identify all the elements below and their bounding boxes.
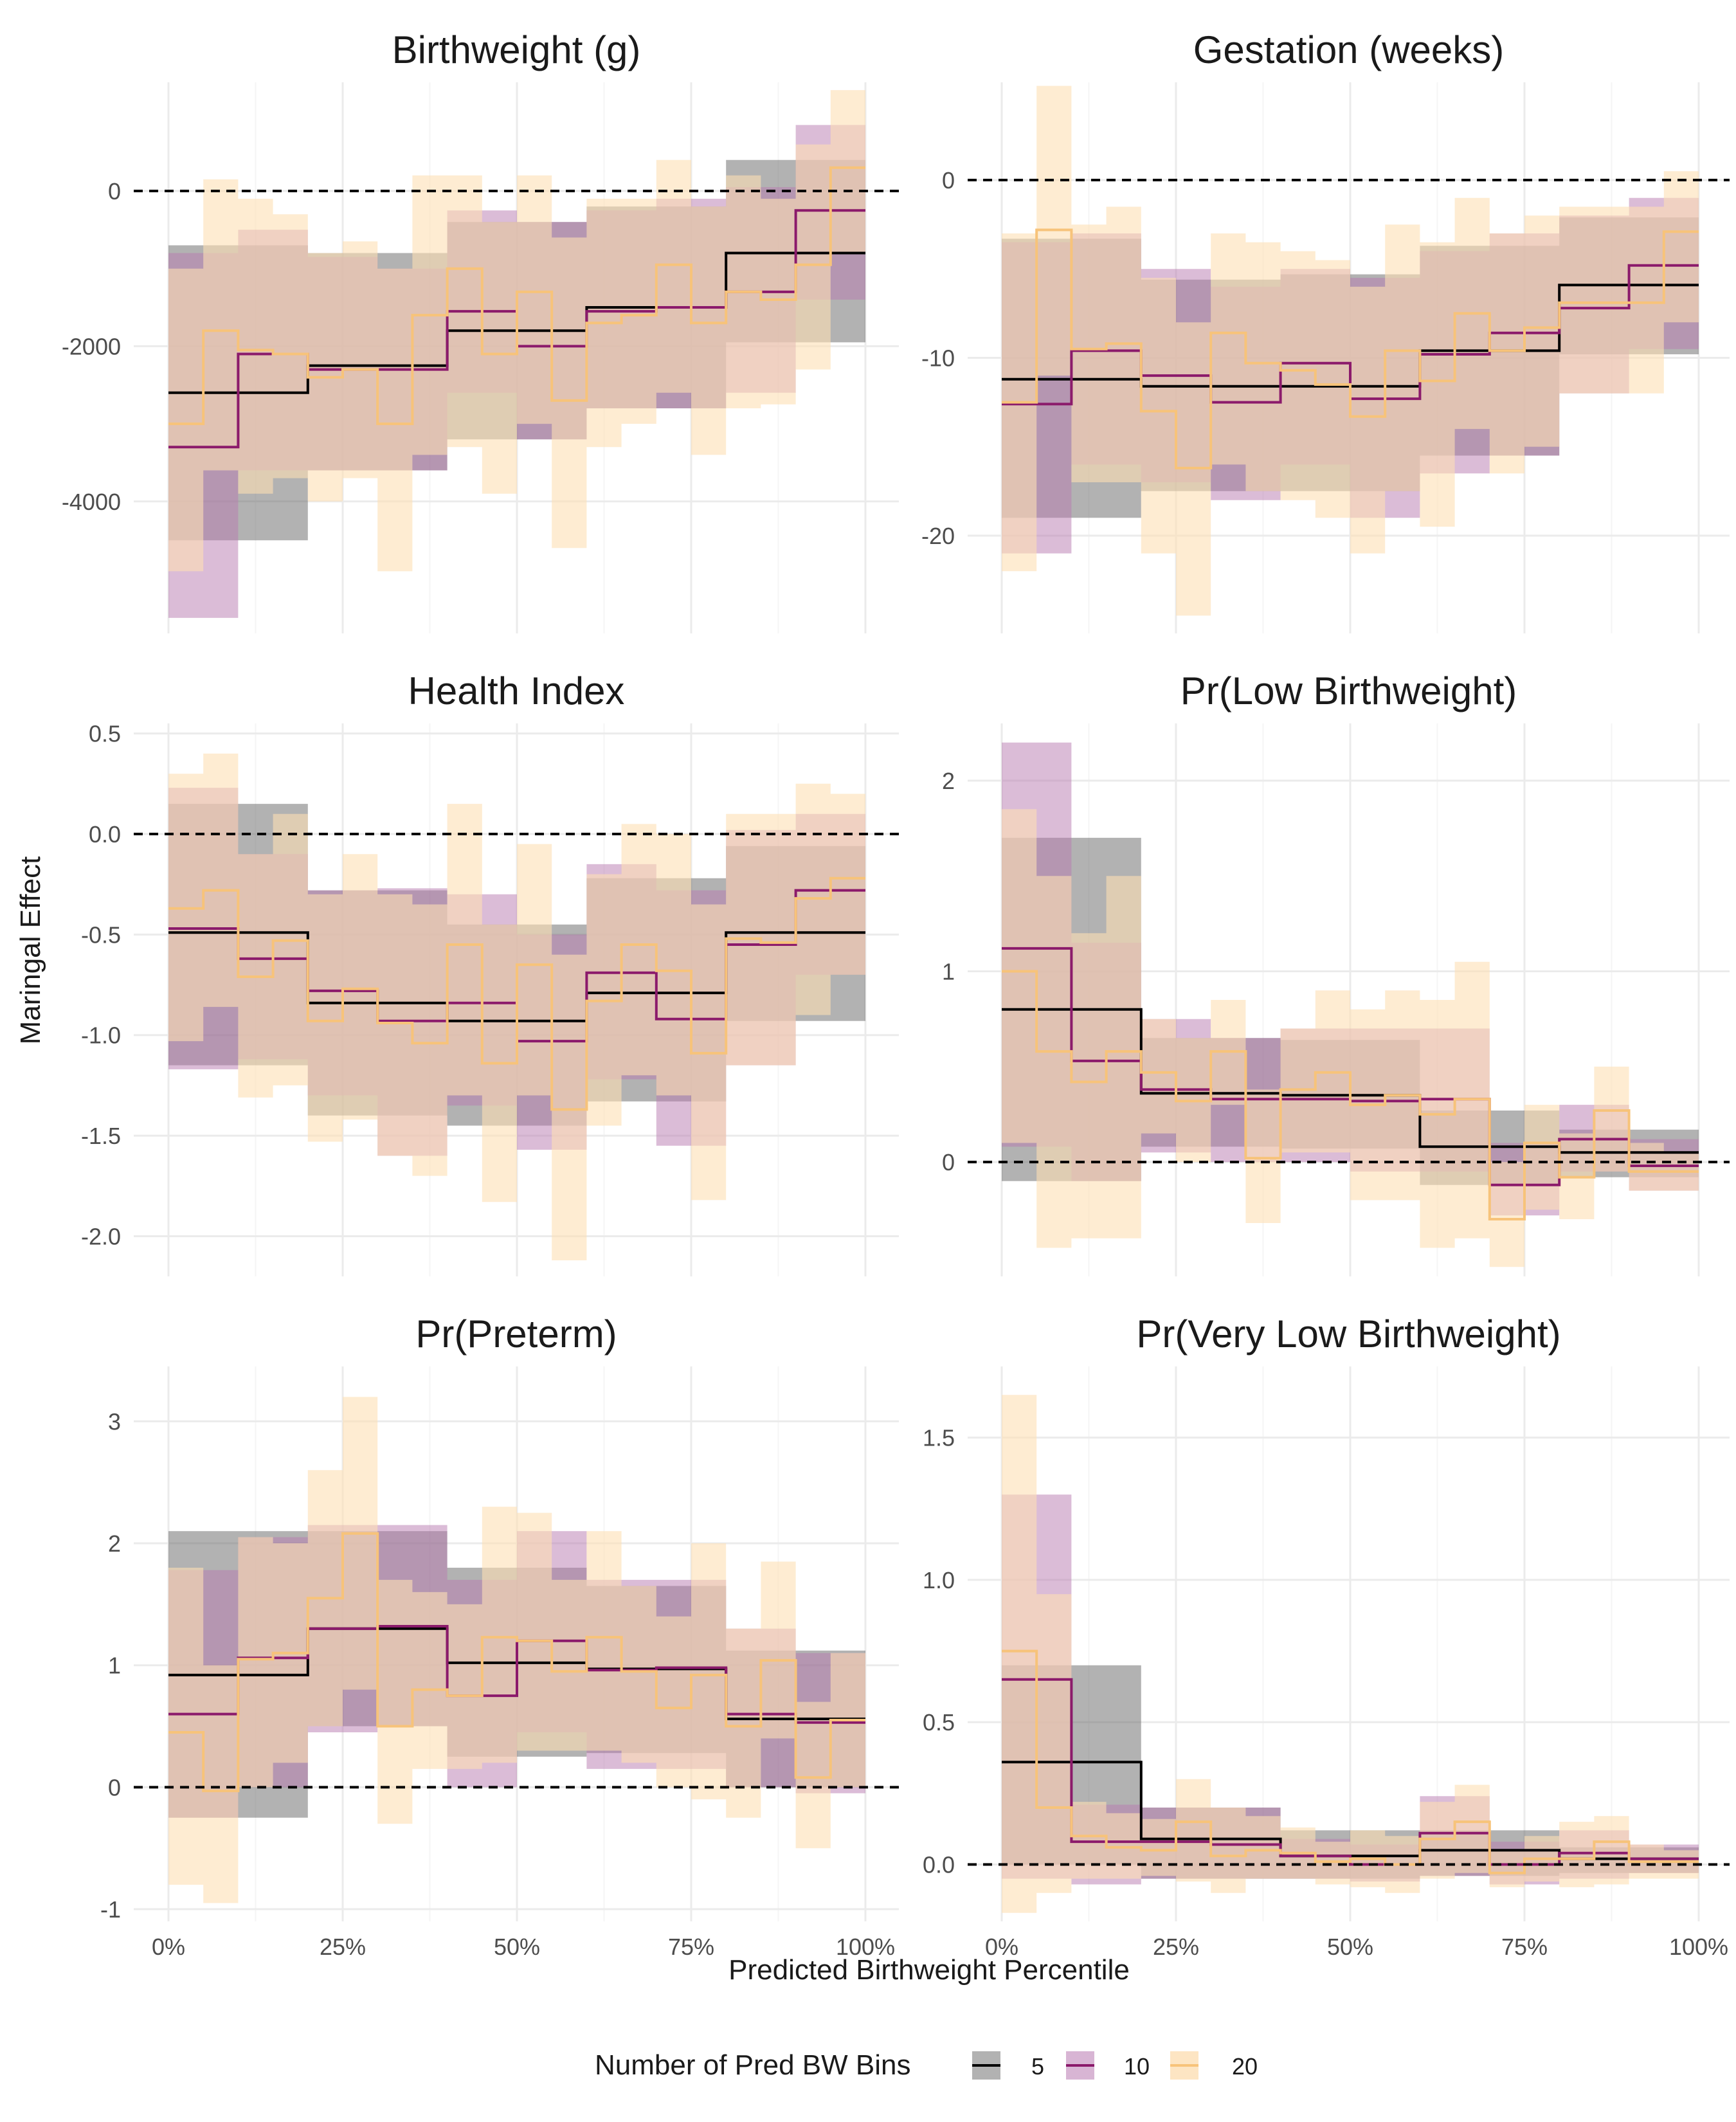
panel-title: Birthweight (g) xyxy=(392,28,641,71)
x-tick-label: 25% xyxy=(1153,1934,1199,1960)
x-tick-label: 50% xyxy=(494,1934,540,1960)
legend-item-5: 5 xyxy=(972,2051,1044,2080)
x-tick-label: 25% xyxy=(320,1934,366,1960)
x-tick-label: 100% xyxy=(836,1934,895,1960)
panel-3: Health Index 0.5 0.0 -0.5 -1.0 -1.5 -2.0 xyxy=(81,669,899,1276)
x-tick-label: 75% xyxy=(668,1934,714,1960)
ribbon-series-20 xyxy=(1002,86,1699,616)
lines xyxy=(1002,947,1699,1220)
lines xyxy=(168,876,865,1111)
x-tick-label: 75% xyxy=(1501,1934,1548,1960)
y-tick-label: -4000 xyxy=(62,489,121,515)
y-tick-label: -10 xyxy=(921,345,955,372)
line-series-20 xyxy=(168,1532,865,1793)
panel-2: Gestation (weeks) 0 -10 -20 xyxy=(921,28,1730,633)
y-tick-label: 0 xyxy=(108,1774,121,1800)
y-tick-label: -2.0 xyxy=(81,1223,121,1249)
y-tick-label: 0 xyxy=(108,178,121,204)
line-series-20 xyxy=(168,166,865,426)
x-tick-label: 0% xyxy=(152,1934,185,1960)
y-tick-label: 0 xyxy=(942,1149,955,1175)
panel-1: Birthweight (g) 0 -2000 -4000 xyxy=(62,28,899,633)
legend-label-10: 10 xyxy=(1124,2053,1150,2080)
lines xyxy=(168,166,865,449)
ribbon-series-20 xyxy=(1002,1395,1699,1913)
line-series-20 xyxy=(1002,228,1699,469)
y-tick-label: 0 xyxy=(942,167,955,194)
y-tick-label: 3 xyxy=(108,1408,121,1435)
y-tick-label: -0.5 xyxy=(81,921,121,948)
panel-5: Pr(Preterm) 3 2 1 0 -1 0% 25% 50% 75% 100% xyxy=(100,1312,899,1960)
y-tick-label: -2000 xyxy=(62,333,121,359)
x-tick-label: 50% xyxy=(1327,1934,1373,1960)
y-tick-label: 0.0 xyxy=(923,1851,955,1878)
lines xyxy=(1002,228,1699,469)
y-tick-label: 1.5 xyxy=(923,1425,955,1451)
legend-item-20: 20 xyxy=(1170,2051,1258,2080)
y-tick-label: -1 xyxy=(100,1896,121,1923)
legend-label-5: 5 xyxy=(1031,2053,1044,2080)
y-tick-label: 0.0 xyxy=(89,821,121,848)
panel-4: Pr(Low Birthweight) 2 1 0 xyxy=(942,669,1730,1276)
y-tick-label: 0.5 xyxy=(89,721,121,747)
line-series-20 xyxy=(1002,1649,1699,1874)
y-tick-label: 1 xyxy=(942,959,955,985)
y-axis-label: Maringal Effect xyxy=(15,857,46,1045)
legend-label-20: 20 xyxy=(1232,2053,1258,2080)
line-series-20 xyxy=(1002,970,1699,1220)
legend: Number of Pred BW Bins 5 10 20 xyxy=(595,2049,1258,2081)
panel-title: Health Index xyxy=(408,669,625,712)
y-tick-label: 2 xyxy=(108,1530,121,1557)
x-tick-label: 100% xyxy=(1669,1934,1728,1960)
lines xyxy=(168,1532,865,1793)
y-tick-label: 1.0 xyxy=(923,1567,955,1593)
line-series-10 xyxy=(1002,1678,1699,1866)
legend-title: Number of Pred BW Bins xyxy=(595,2049,911,2081)
line-series-20 xyxy=(168,876,865,1111)
x-axis-label: Predicted Birthweight Percentile xyxy=(728,1954,1130,1986)
panel-6: Pr(Very Low Birthweight) 1.5 1.0 0.5 0.0 0% 25… xyxy=(923,1312,1730,1960)
y-tick-label: -1.5 xyxy=(81,1123,121,1149)
legend-item-10: 10 xyxy=(1066,2051,1150,2080)
y-tick-label: -1.0 xyxy=(81,1022,121,1049)
panel-title: Pr(Preterm) xyxy=(415,1312,617,1356)
y-tick-label: 2 xyxy=(942,768,955,794)
lines xyxy=(1002,1649,1699,1874)
y-tick-label: 1 xyxy=(108,1653,121,1679)
y-tick-label: -20 xyxy=(921,523,955,549)
x-tick-label: 0% xyxy=(985,1934,1018,1960)
panel-title: Pr(Very Low Birthweight) xyxy=(1136,1312,1560,1356)
y-tick-label: 0.5 xyxy=(923,1709,955,1736)
panel-title: Gestation (weeks) xyxy=(1193,28,1505,71)
panel-title: Pr(Low Birthweight) xyxy=(1180,669,1517,712)
